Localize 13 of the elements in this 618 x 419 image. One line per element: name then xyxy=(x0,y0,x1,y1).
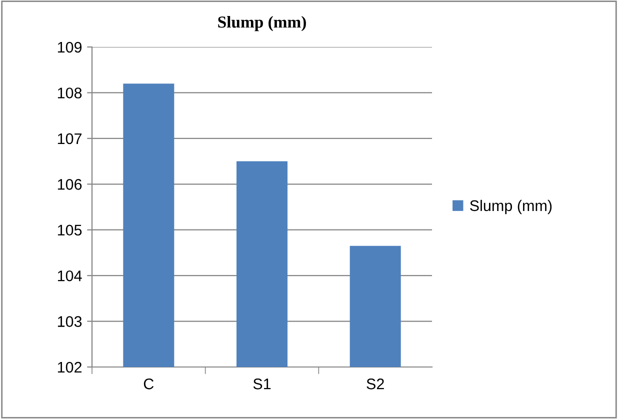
x-tick-label: C xyxy=(144,378,154,390)
y-tick-label: 108 xyxy=(58,88,82,98)
y-tick-label: 104 xyxy=(58,270,82,282)
y-tick-label: 103 xyxy=(58,316,82,327)
y-tick-label: 107 xyxy=(58,133,82,144)
y-tick-label: 106 xyxy=(58,179,82,190)
chart-title: Slump (mm) xyxy=(218,16,306,32)
x-tick-label: S2 xyxy=(366,378,384,390)
y-tick-label: 109 xyxy=(58,42,82,53)
legend-label: Slump (mm) xyxy=(470,200,552,214)
y-tick-label: 105 xyxy=(58,224,82,236)
x-tick-label: S1 xyxy=(253,378,271,390)
y-tick-label: 102 xyxy=(58,362,82,373)
